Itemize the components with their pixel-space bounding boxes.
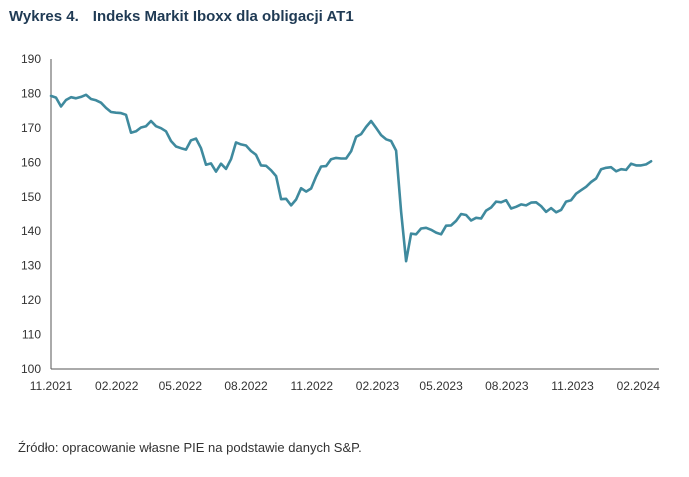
x-tick-label: 11.2021 xyxy=(30,379,73,393)
series-line xyxy=(49,93,653,263)
y-axis-ticks: 100 110 120 130 140 150 160 170 180 190 xyxy=(21,52,41,376)
y-tick-label: 140 xyxy=(21,224,41,238)
y-tick-label: 180 xyxy=(21,86,41,100)
y-tick-label: 130 xyxy=(21,259,41,273)
chart-title-text: Indeks Markit Iboxx dla obligacji AT1 xyxy=(92,8,354,25)
chart-title: Wykres 4. Indeks Markit Iboxx dla obligac… xyxy=(9,8,354,25)
source-note: Źródło: opracowanie własne PIE na podsta… xyxy=(18,440,362,455)
y-tick-label: 170 xyxy=(21,121,41,135)
x-tick-label: 02.2022 xyxy=(95,379,139,393)
x-tick-label: 11.2022 xyxy=(291,379,334,393)
y-tick-label: 120 xyxy=(21,293,41,307)
y-tick-label: 150 xyxy=(21,190,41,204)
y-tick-label: 190 xyxy=(21,52,41,66)
chart-number: Wykres 4. xyxy=(9,8,79,25)
x-tick-label: 02.2023 xyxy=(356,379,400,393)
y-tick-label: 160 xyxy=(21,155,41,169)
x-axis-ticks: 11.2021 02.2022 05.2022 08.2022 11.2022 02.20… xyxy=(30,379,661,393)
x-tick-label: 11.2023 xyxy=(551,379,594,393)
x-tick-label: 05.2023 xyxy=(419,379,463,393)
x-tick-label: 08.2023 xyxy=(485,379,529,393)
y-tick-label: 110 xyxy=(22,328,41,342)
y-tick-label: 100 xyxy=(21,362,41,376)
x-tick-label: 05.2022 xyxy=(159,379,203,393)
series-group xyxy=(49,93,653,263)
x-tick-label: 08.2022 xyxy=(224,379,268,393)
x-tick-label: 02.2024 xyxy=(617,379,661,393)
